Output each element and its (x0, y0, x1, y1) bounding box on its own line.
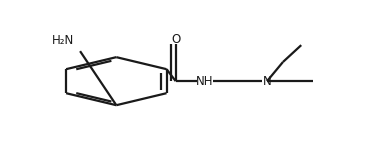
Text: NH: NH (196, 75, 214, 88)
Text: O: O (171, 33, 180, 46)
Text: N: N (263, 75, 272, 88)
Text: H₂N: H₂N (52, 34, 74, 47)
